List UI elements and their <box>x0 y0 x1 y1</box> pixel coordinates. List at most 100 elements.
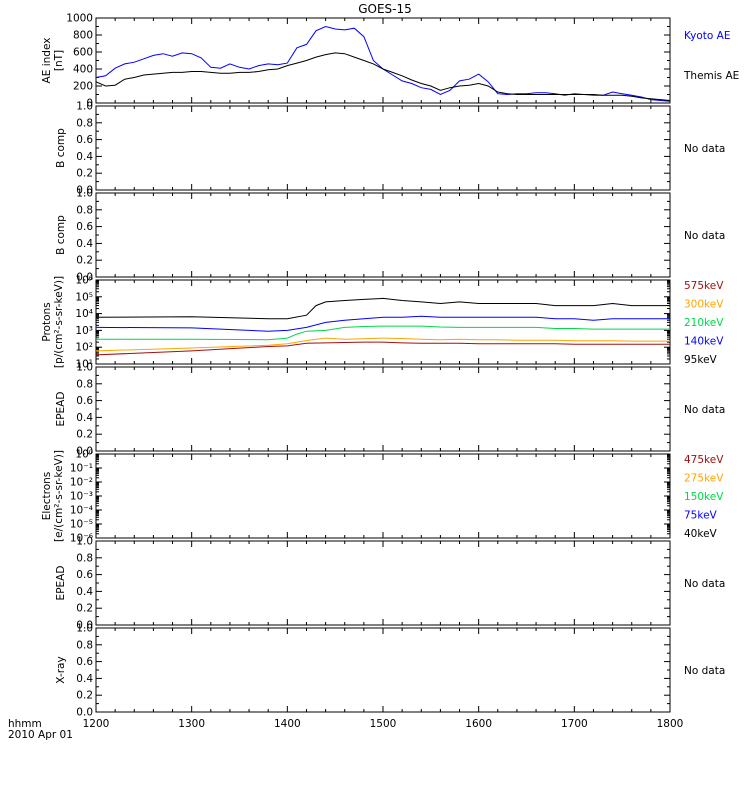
panel-b1: 0.0 0.2 0.4 0.6 0.8 1.0 B comp No data <box>55 101 725 197</box>
legend-entry-electrons: 150keV <box>684 491 724 503</box>
series-line-ae-1 <box>95 52 671 101</box>
legend-entry-protons: 95keV <box>684 354 718 366</box>
series-line-ae-0 <box>95 25 671 102</box>
panel-ae: 0 200 400 600 800 1000 AE index [nT] Kyoto AE The… <box>41 13 739 110</box>
y-tick-label-xray: 0.4 <box>76 673 93 685</box>
series-line-protons-4 <box>95 341 670 356</box>
y-tick-label-ae: 400 <box>73 64 93 76</box>
y-tick-label-protons: 10⁵ <box>75 291 93 303</box>
y-tick-label-epead2: 0.4 <box>76 586 93 598</box>
x-axis-time-label: hhmm <box>8 718 42 730</box>
y-tick-label-epead2: 0.8 <box>76 552 93 564</box>
panel-frame-epead1 <box>95 366 671 452</box>
y-axis-label-protons: Protons <box>41 302 53 341</box>
no-data-label-epead1: No data <box>684 404 725 416</box>
panel-frame-ae <box>95 17 671 104</box>
x-tick-label: 1200 <box>83 718 110 730</box>
no-data-label-epead2: No data <box>684 578 725 590</box>
y-tick-label-b2: 0.4 <box>76 238 93 250</box>
y-tick-label-epead1: 0.2 <box>76 429 93 441</box>
y-tick-label-b2: 1.0 <box>76 188 93 200</box>
y-tick-label-b1: 1.0 <box>76 101 93 113</box>
y-tick-label-epead2: 0.0 <box>76 620 93 632</box>
y-tick-label-protons: 10⁶ <box>75 275 93 287</box>
y-tick-label-xray: 0.0 <box>76 707 93 719</box>
y-tick-label-electrons: 10⁰ <box>75 449 93 461</box>
y-tick-label-electrons: 10⁻⁶ <box>70 533 93 545</box>
y-axis-label-xray: X-ray <box>55 656 67 683</box>
y-tick-label-electrons: 10⁻⁴ <box>70 505 93 517</box>
y-axis-label-electrons: [e/(cm²-s-sr-keV)] <box>53 450 65 542</box>
legend-entry-electrons: 275keV <box>684 473 724 485</box>
y-tick-label-protons: 10¹ <box>75 359 93 371</box>
panel-xray: 0.0 0.2 0.4 0.6 0.8 1.0 X-ray No data <box>55 623 725 719</box>
panel-frame-b1 <box>95 105 671 191</box>
legend-entry-ae: Themis AE <box>683 70 739 82</box>
y-tick-label-xray: 0.8 <box>76 639 93 651</box>
y-tick-label-ae: 800 <box>73 30 93 42</box>
x-axis-date-label: 2010 Apr 01 <box>8 729 73 741</box>
panel-electrons: 10⁻⁶ 10⁻⁵ 10⁻⁴ 10⁻³ 10⁻² 10⁻¹ 10⁰ Electrons [e/(… <box>41 449 724 545</box>
legend-entry-protons: 300keV <box>684 299 724 311</box>
panel-protons: 10¹ 10² 10³ 10⁴ 10⁵ 10⁶ Protons [p/(cm²-s-sr-ke… <box>41 275 724 371</box>
y-tick-label-xray: 0.6 <box>76 656 93 668</box>
y-tick-label-epead1: 0.0 <box>76 446 93 458</box>
y-tick-label-b1: 0.2 <box>76 168 93 180</box>
series-line-protons-1 <box>95 315 670 332</box>
y-tick-label-b2: 0.6 <box>76 221 93 233</box>
legend-entry-electrons: 40keV <box>684 528 718 540</box>
panel-frame-b2 <box>95 192 671 278</box>
series-line-protons-2 <box>96 325 670 341</box>
x-axis: 1200 1300 1400 1500 1600 1700 1800 <box>83 718 684 730</box>
legend-entry-protons: 140keV <box>684 336 724 348</box>
panel-frame-electrons <box>95 453 671 539</box>
y-axis-label-b2: B comp <box>55 215 67 255</box>
y-tick-label-b2: 0.8 <box>76 204 93 216</box>
y-tick-label-protons: 10² <box>75 342 93 354</box>
y-axis-label-b1: B comp <box>55 128 67 168</box>
panel-frame-xray <box>95 627 671 713</box>
y-axis-label-ae: AE index <box>41 38 53 84</box>
y-tick-label-epead2: 1.0 <box>76 536 93 548</box>
y-tick-label-xray: 0.2 <box>76 690 93 702</box>
y-tick-label-epead2: 0.6 <box>76 569 93 581</box>
y-tick-label-epead2: 0.2 <box>76 603 93 615</box>
y-tick-label-xray: 1.0 <box>76 623 93 635</box>
y-tick-label-b1: 0.8 <box>76 117 93 129</box>
y-tick-label-protons: 10⁴ <box>75 308 93 320</box>
legend-entry-protons: 575keV <box>684 280 724 292</box>
x-tick-label: 1300 <box>178 718 205 730</box>
series-line-protons-3 <box>95 337 670 352</box>
panel-frame-epead2 <box>95 540 671 626</box>
y-axis-label-electrons: Electrons <box>41 472 53 521</box>
y-tick-label-epead1: 0.6 <box>76 395 93 407</box>
y-tick-label-ae: 1000 <box>66 13 93 25</box>
y-tick-label-electrons: 10⁻¹ <box>70 463 93 475</box>
y-tick-label-b1: 0.4 <box>76 151 93 163</box>
legend-entry-electrons: 75keV <box>684 510 718 522</box>
panels-container: 0 200 400 600 800 1000 AE index [nT] Kyoto AE The… <box>41 13 739 719</box>
y-axis-label-protons: [p/(cm²-s-sr-keV)] <box>53 276 65 368</box>
panel-epead2: 0.0 0.2 0.4 0.6 0.8 1.0 EPEAD No data <box>55 536 725 632</box>
y-tick-label-electrons: 10⁻³ <box>70 491 93 503</box>
x-tick-label: 1800 <box>657 718 684 730</box>
legend-entry-protons: 210keV <box>684 317 724 329</box>
y-tick-label-epead1: 0.8 <box>76 378 93 390</box>
y-tick-label-electrons: 10⁻² <box>70 477 93 489</box>
legend-entry-ae: Kyoto AE <box>684 30 730 42</box>
no-data-label-xray: No data <box>684 665 725 677</box>
series-line-protons-0 <box>95 297 670 320</box>
y-axis-label-epead2: EPEAD <box>55 566 67 601</box>
panel-epead1: 0.0 0.2 0.4 0.6 0.8 1.0 EPEAD No data <box>55 362 725 458</box>
y-tick-label-b2: 0.2 <box>76 255 93 267</box>
x-tick-label: 1500 <box>370 718 397 730</box>
no-data-label-b2: No data <box>684 230 725 242</box>
y-axis-label-epead1: EPEAD <box>55 392 67 427</box>
panel-b2: 0.0 0.2 0.4 0.6 0.8 1.0 B comp No data <box>55 188 725 284</box>
y-axis-label-ae: [nT] <box>53 50 65 71</box>
y-tick-label-b1: 0.0 <box>76 185 93 197</box>
y-tick-label-protons: 10³ <box>75 325 93 337</box>
x-tick-label: 1400 <box>274 718 301 730</box>
y-tick-label-epead1: 0.4 <box>76 412 93 424</box>
